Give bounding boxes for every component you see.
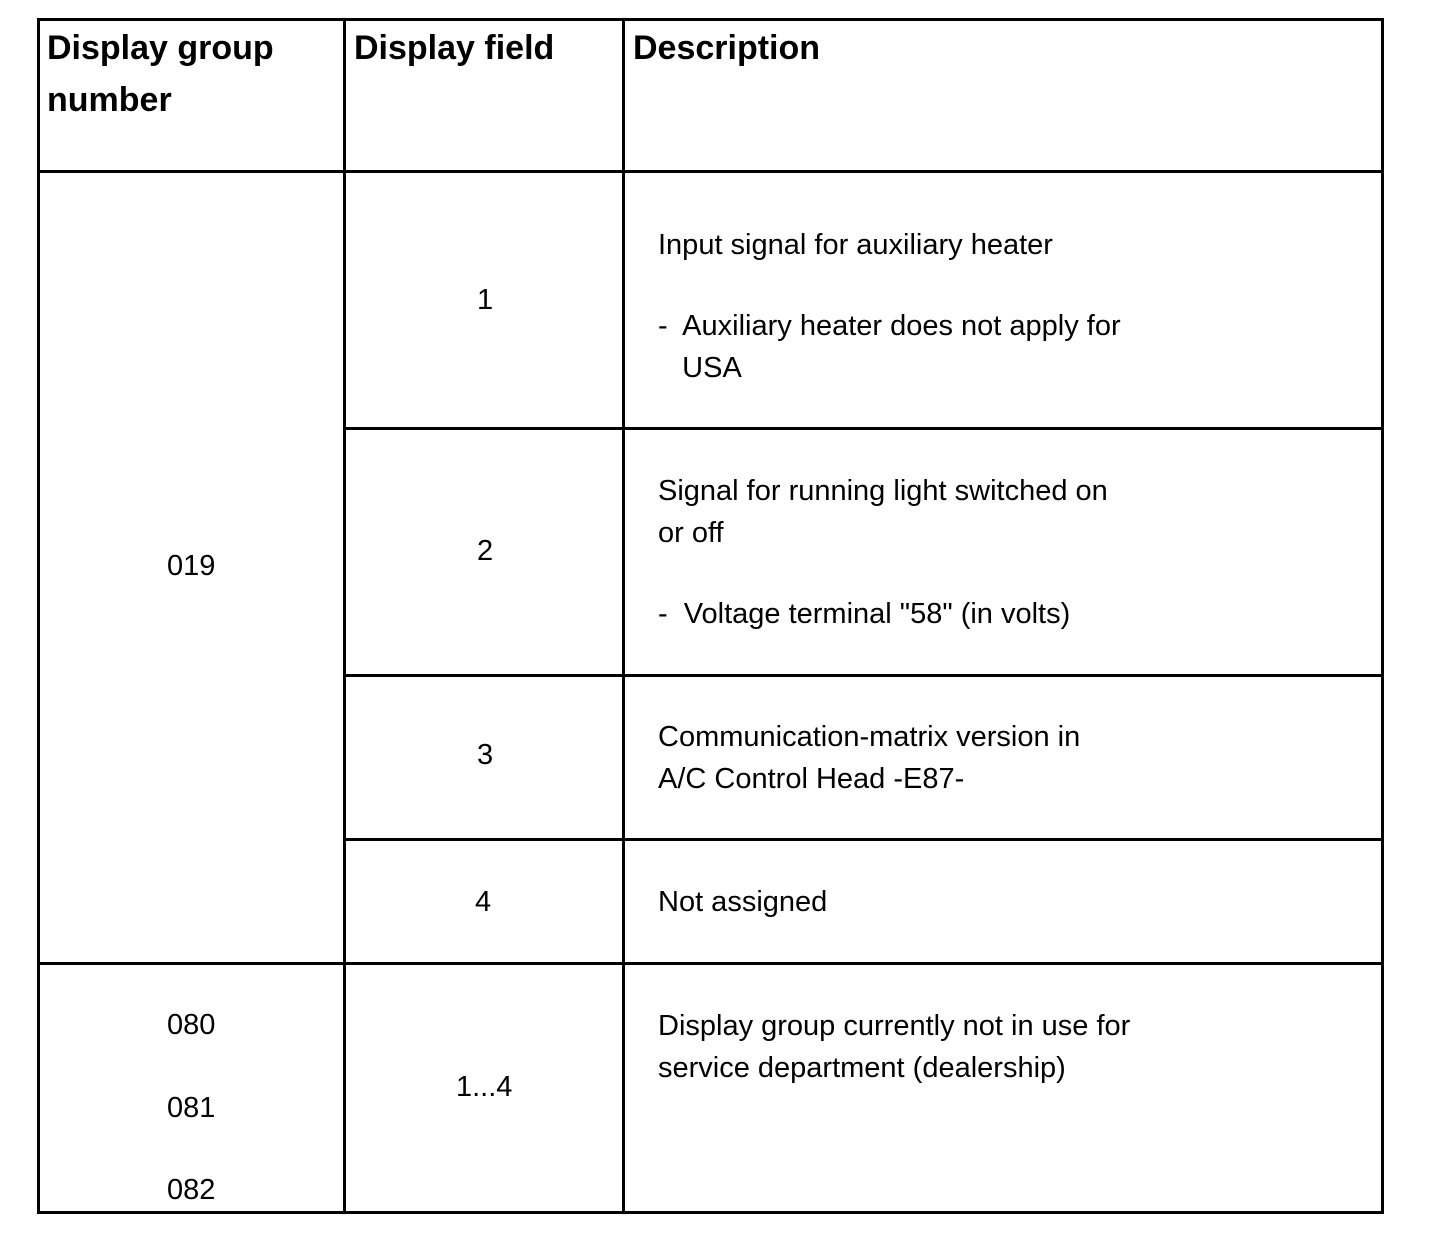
group-number: 081 bbox=[167, 1092, 216, 1124]
description: Display group currently not in use for s… bbox=[658, 1010, 1131, 1084]
header-description: Description bbox=[633, 29, 821, 67]
field-number: 1 bbox=[477, 284, 494, 316]
header-field: Display field bbox=[354, 29, 555, 67]
divider bbox=[343, 674, 1384, 677]
field-number: 4 bbox=[475, 886, 492, 918]
divider bbox=[343, 838, 1384, 841]
description: Communication-matrix version in A/C Cont… bbox=[658, 721, 1081, 795]
field-number: 3 bbox=[477, 739, 494, 771]
display-group-table bbox=[37, 18, 1384, 1214]
divider bbox=[343, 18, 346, 1214]
group-number: 019 bbox=[167, 550, 216, 582]
divider bbox=[37, 170, 1384, 173]
divider bbox=[37, 962, 1384, 965]
description-note: - Voltage terminal "58" (in volts) bbox=[658, 598, 1071, 630]
field-number: 1...4 bbox=[456, 1071, 513, 1103]
group-number: 080 bbox=[167, 1009, 216, 1041]
description-note: - Auxiliary heater does not apply for US… bbox=[658, 310, 1121, 384]
description: Input signal for auxiliary heater bbox=[658, 229, 1053, 261]
field-number: 2 bbox=[477, 535, 494, 567]
header-group: Display group number bbox=[47, 29, 274, 119]
divider bbox=[343, 427, 1384, 430]
divider bbox=[622, 18, 625, 1214]
description: Not assigned bbox=[658, 886, 828, 918]
group-number: 082 bbox=[167, 1174, 216, 1206]
description: Signal for running light switched on or … bbox=[658, 475, 1108, 549]
